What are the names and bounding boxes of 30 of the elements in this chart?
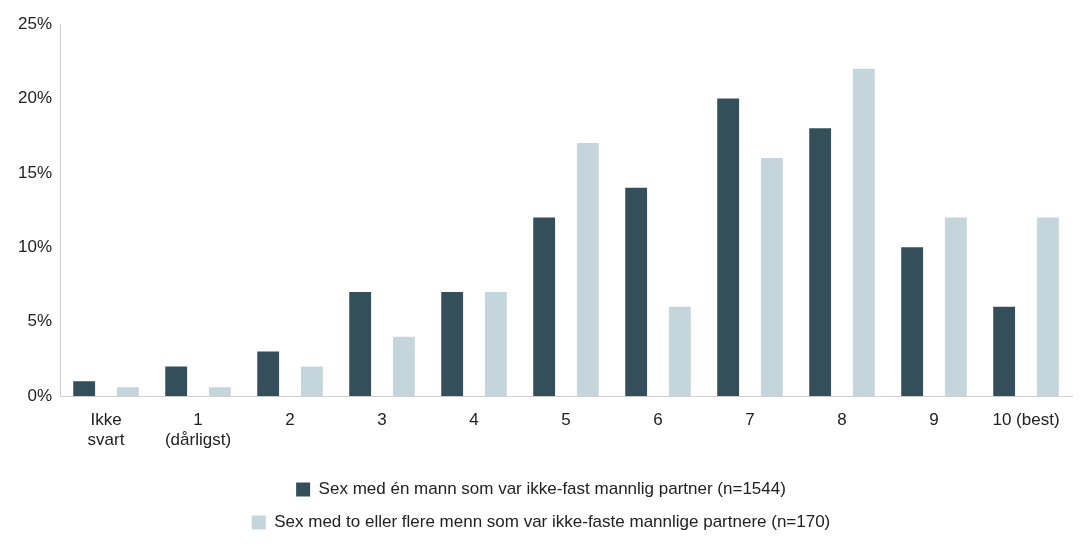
bar [165, 366, 188, 397]
x-tick-label: 1 (dårligst) [164, 410, 232, 450]
bar [73, 381, 96, 397]
bar [533, 217, 556, 397]
x-tick-label: 6 [653, 410, 663, 430]
legend-label: Sex med én mann som var ikke-fast mannlig partner (n=1544) [318, 479, 786, 499]
y-tick-label: 15% [17, 162, 53, 182]
x-tick-label: 8 [837, 410, 847, 430]
bar [717, 98, 740, 397]
x-tick-label: 5 [561, 410, 571, 430]
bar [901, 247, 924, 397]
x-tick-label: 9 [929, 410, 939, 430]
y-tick-label: 0% [27, 385, 53, 405]
x-tick-label: 10 (best) [992, 410, 1060, 430]
x-tick-label: 3 [377, 410, 387, 430]
y-tick-label: 5% [27, 311, 53, 331]
x-tick-label: 2 [285, 410, 295, 430]
x-tick-label: 4 [469, 410, 479, 430]
y-tick-label: 10% [17, 237, 53, 257]
bar [809, 128, 832, 397]
bar [441, 291, 464, 397]
bar [625, 187, 648, 397]
bar [257, 351, 280, 397]
legend-label: Sex med to eller flere menn som var ikke-faste mannlige partnere (n=170) [274, 512, 831, 532]
y-tick-label: 25% [17, 13, 53, 33]
y-tick-label: 20% [17, 88, 53, 108]
bar [349, 291, 372, 397]
x-tick-label: 7 [745, 410, 755, 430]
x-tick-label: Ikke svart [87, 410, 125, 450]
bar [993, 306, 1016, 397]
